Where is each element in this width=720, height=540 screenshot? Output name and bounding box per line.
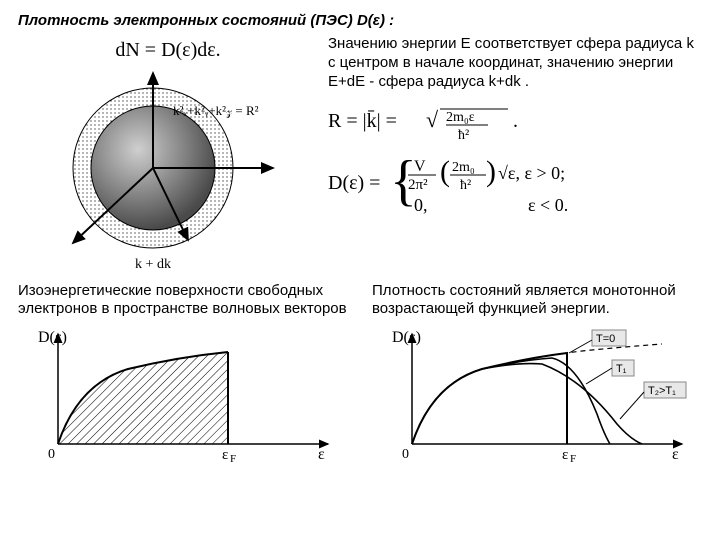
svg-text:ε: ε xyxy=(562,447,568,463)
caption-left: Изоэнергетические поверхности свободных … xyxy=(18,282,348,318)
svg-text:ε: ε xyxy=(672,446,679,463)
svg-text:ε: ε xyxy=(318,446,325,463)
svg-text:ħ²: ħ² xyxy=(460,178,471,193)
svg-text:.: . xyxy=(513,110,518,132)
svg-text:F: F xyxy=(570,453,576,464)
sphere-label: k + dk xyxy=(135,257,171,272)
svg-text:V: V xyxy=(414,158,426,175)
chart-dos-temperature: D(ε) ε 0 ε F T=0 T₁ T₂>T₁ xyxy=(372,324,702,464)
caption-right: Плотность состояний является монотонной … xyxy=(372,282,702,318)
svg-text:0: 0 xyxy=(402,447,409,462)
svg-text:(: ( xyxy=(440,155,450,188)
sphere-diagram: k + dk k²ₓ+k²ᵧ+k²𝓏 = R² xyxy=(18,68,288,278)
svg-text:2m₀: 2m₀ xyxy=(452,160,475,175)
svg-text:ε < 0.: ε < 0. xyxy=(528,195,568,215)
svg-text:0,: 0, xyxy=(414,195,428,215)
eq-d: D(ε) = { V 2π² ( 2m₀ ħ² ) √ε, ε > 0; 0, … xyxy=(328,149,702,219)
svg-text:D(ε) =: D(ε) = xyxy=(328,172,380,194)
svg-text:0: 0 xyxy=(48,447,55,462)
svg-text:ħ²: ħ² xyxy=(458,128,469,143)
svg-text:ε: ε xyxy=(222,447,228,463)
svg-text:2π²: 2π² xyxy=(408,177,428,193)
svg-text:F: F xyxy=(230,453,236,464)
svg-text:T₂>T₁: T₂>T₁ xyxy=(648,385,676,397)
eq-sphere-label: k²ₓ+k²ᵧ+k²𝓏 = R² xyxy=(173,103,259,119)
eq-r: R = |k̄| = √ 2m₀ε ħ² . xyxy=(328,99,702,143)
page-title: Плотность электронных состояний (ПЭС) D(… xyxy=(18,12,702,29)
chart-dos-filled: D(ε) ε 0 ε F xyxy=(18,324,348,464)
text-top-right: Значению энергии E соответствует сфера р… xyxy=(328,35,702,91)
svg-text:√: √ xyxy=(426,107,439,132)
svg-text:2m₀ε: 2m₀ε xyxy=(446,110,475,125)
svg-text:D(ε): D(ε) xyxy=(392,329,421,346)
svg-text:): ) xyxy=(486,155,496,188)
svg-text:√ε, ε > 0;: √ε, ε > 0; xyxy=(498,163,565,183)
eq-dn: dN = D(ε)dε. xyxy=(18,39,318,62)
svg-text:D(ε): D(ε) xyxy=(38,329,67,346)
svg-text:T=0: T=0 xyxy=(596,333,615,345)
svg-text:R = |k̄| =: R = |k̄| = xyxy=(328,110,397,132)
svg-text:T₁: T₁ xyxy=(616,363,627,375)
